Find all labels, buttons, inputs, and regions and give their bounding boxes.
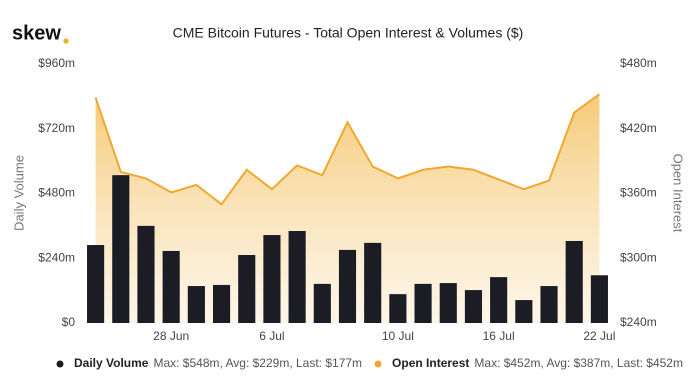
y2-axis-title: Open Interest [671, 154, 686, 233]
bar [515, 300, 533, 323]
area-fill [95, 94, 600, 323]
legend-stats: Max: $548m, Avg: $229m, Last: $177m [153, 356, 362, 370]
bar [439, 283, 457, 323]
bar [389, 294, 407, 323]
bar [490, 277, 508, 323]
brand-dot [63, 38, 69, 44]
bar [288, 231, 306, 323]
area-line [94, 93, 600, 206]
bar [414, 283, 432, 323]
x-tick-label: 28 Jun [153, 329, 189, 343]
bar [464, 290, 483, 323]
legend-name: Open Interest [392, 356, 469, 370]
bar [162, 250, 180, 323]
x-tick-label: 6 Jul [259, 329, 284, 343]
bar [540, 286, 558, 323]
legend-stats: Max: $452m, Avg: $387m, Last: $452m [474, 356, 683, 370]
y-tick-label: $480m [38, 186, 75, 200]
bar [187, 286, 205, 323]
bar [112, 175, 130, 323]
bar [263, 235, 281, 323]
bar [137, 225, 155, 323]
y-axis-title: Daily Volume [11, 155, 26, 231]
legend-marker [56, 360, 64, 368]
bar [87, 245, 105, 323]
bar [238, 255, 256, 323]
y-tick-label: $240m [38, 250, 75, 264]
bar [212, 284, 231, 323]
legend-name: Daily Volume [74, 356, 149, 370]
y2-tick-label: $240m [620, 315, 657, 329]
bar [565, 240, 583, 323]
chart-title: CME Bitcoin Futures - Total Open Interes… [173, 25, 524, 41]
y-tick-label: $960m [38, 56, 75, 70]
brand: skew [12, 22, 61, 44]
bar [313, 283, 331, 323]
y2-tick-label: $420m [620, 121, 657, 135]
y2-tick-label: $300m [620, 250, 657, 264]
bar [338, 249, 357, 323]
y2-tick-label: $480m [620, 56, 657, 70]
x-tick-label: 16 Jul [483, 329, 515, 343]
y-tick-label: $720m [38, 121, 75, 135]
legend-marker [374, 360, 382, 368]
y-tick-label: $0 [62, 315, 76, 329]
x-tick-label: 22 Jul [583, 329, 615, 343]
y2-tick-label: $360m [620, 186, 657, 200]
x-tick-label: 10 Jul [382, 329, 414, 343]
bar [590, 275, 608, 323]
bar [364, 242, 382, 323]
